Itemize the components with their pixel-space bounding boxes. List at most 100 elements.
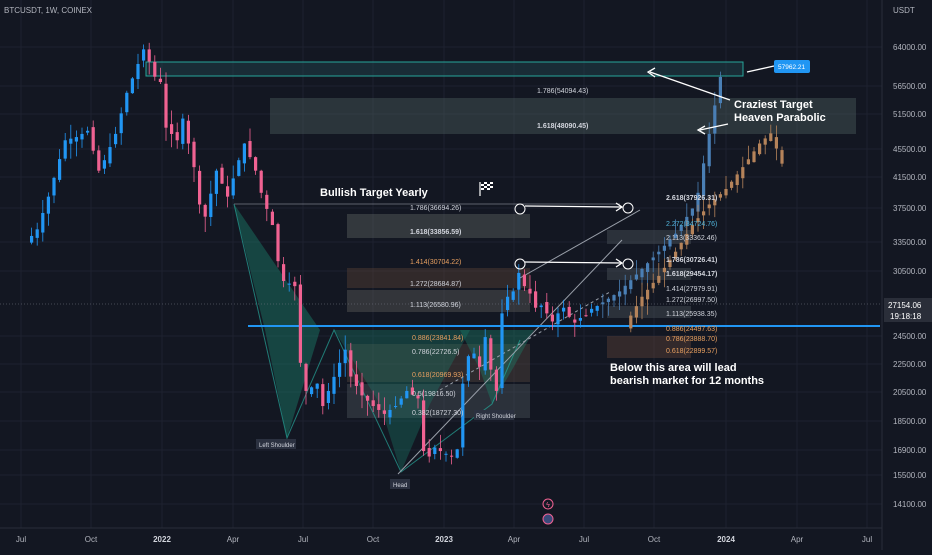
candle-body <box>668 239 672 247</box>
zone-1618-29454 <box>607 268 691 280</box>
candle-body <box>298 284 302 363</box>
current-price: 27154.06 <box>888 301 922 310</box>
candle-body <box>214 170 218 194</box>
candle-body <box>91 127 95 151</box>
candle-body <box>629 280 633 290</box>
price-tick-label: 56500.00 <box>893 82 927 91</box>
candle-body <box>662 245 666 251</box>
fib-label: 1.618(29454.17) <box>666 271 717 278</box>
time-tick-label: Jul <box>579 535 589 544</box>
candle-body <box>713 199 717 206</box>
candle-body <box>97 150 101 171</box>
candle-body <box>618 291 622 297</box>
candle-body <box>366 395 370 401</box>
candle-body <box>545 302 549 314</box>
fib-label: 1.414(27979.91) <box>666 286 717 293</box>
fib-label: 2.618(37926.31) <box>666 195 717 202</box>
candle-body <box>730 181 734 188</box>
candle-body <box>556 313 560 325</box>
candle-body <box>203 204 207 217</box>
price-axis-unit: USDT <box>893 6 915 15</box>
candle-body <box>562 307 566 312</box>
candle-body <box>769 133 773 141</box>
circle-marker-2 <box>622 202 634 214</box>
candle-body <box>735 174 739 186</box>
time-tick-label: 2023 <box>435 535 453 544</box>
price-tick-label: 37500.00 <box>893 204 927 213</box>
candle-body <box>629 315 633 329</box>
candle-body <box>382 410 386 414</box>
candle-body <box>125 92 129 113</box>
candle-body <box>410 387 414 395</box>
fib-label: 1.113(26580.96) <box>410 302 461 309</box>
candle-body <box>153 61 157 77</box>
candle-body <box>237 160 241 176</box>
flag-event-icon[interactable] <box>542 513 554 525</box>
projected-candles <box>601 71 784 333</box>
price-tick-label: 33500.00 <box>893 238 927 247</box>
time-tick-label: 2024 <box>717 535 735 544</box>
left-shoulder-shape <box>234 204 320 438</box>
candle-body <box>209 193 213 217</box>
left-shoulder-tag: Left Shoulder <box>256 439 296 449</box>
zone-1618-33856 <box>347 214 530 238</box>
price-tick-label: 14100.00 <box>893 500 927 509</box>
candle-body <box>80 133 84 140</box>
countdown-timer: 19:18:18 <box>890 312 922 321</box>
candle-body <box>584 315 588 317</box>
candle-body <box>186 120 190 144</box>
candle-body <box>657 251 661 255</box>
candle-body <box>500 313 504 389</box>
candle-body <box>741 167 745 179</box>
fib-label: 0.886(23841.84) <box>412 335 463 342</box>
candle-body <box>494 369 498 391</box>
bullish-target-label: Bullish Target Yearly <box>320 187 429 199</box>
candle-body <box>702 211 706 216</box>
candle-body <box>539 305 543 308</box>
candle-body <box>573 319 577 323</box>
candles <box>30 42 599 465</box>
candle-body <box>601 302 605 305</box>
candle-body <box>326 390 330 403</box>
time-tick-label: Jul <box>16 535 26 544</box>
candle-body <box>46 196 50 214</box>
candle-body <box>265 194 269 209</box>
candle-body <box>651 282 655 289</box>
price-tick-label: 30500.00 <box>893 267 927 276</box>
right-shoulder-shape <box>460 330 534 404</box>
fib-label: 1.786(54094.43) <box>537 88 588 95</box>
candle-body <box>63 140 67 159</box>
price-tick-label: 41500.00 <box>893 173 927 182</box>
candle-body <box>405 390 409 399</box>
fib-label: 1.272(28684.87) <box>410 281 461 288</box>
candle-body <box>142 49 146 61</box>
channel-upper <box>519 209 641 279</box>
candle-body <box>130 78 134 94</box>
candle-body <box>220 167 224 184</box>
candle-body <box>640 296 644 307</box>
price-tick-label: 64000.00 <box>893 43 927 52</box>
candle-body <box>332 376 336 394</box>
time-tick-label: Oct <box>85 535 98 544</box>
candle-body <box>511 291 515 300</box>
flash-event-icon[interactable] <box>542 498 554 510</box>
fib-label: 0.382(18727.30) <box>412 410 463 417</box>
candle-body <box>254 157 258 171</box>
candle-body <box>657 275 661 283</box>
channel-lower <box>397 239 623 475</box>
candle-body <box>674 233 678 239</box>
fib-label: 1.414(30704.22) <box>410 259 461 266</box>
craziest-target-label: Craziest Target Heaven Parabolic <box>734 99 826 124</box>
candle-body <box>147 49 151 62</box>
candle-body <box>170 124 174 134</box>
candle-body <box>293 281 297 287</box>
candle-body <box>231 178 235 196</box>
zone-0786-0618-right <box>607 336 691 358</box>
candle-body <box>338 362 342 377</box>
candle-body <box>114 133 118 145</box>
fib-label: 0.618(20969.93) <box>412 372 463 379</box>
candle-body <box>58 159 62 180</box>
candle-body <box>707 204 711 209</box>
